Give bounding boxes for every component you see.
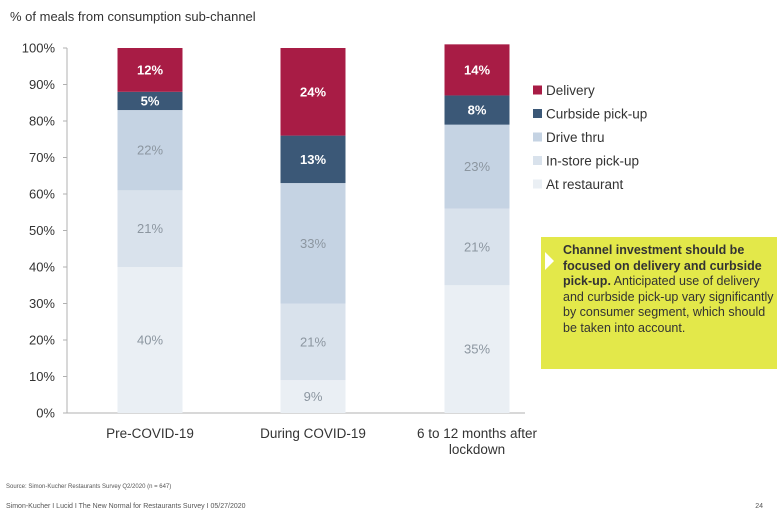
bar-segment-delivery [280, 48, 346, 136]
data-label: 21% [137, 221, 163, 236]
source-note: Source: Simon-Kucher Restaurants Survey … [6, 484, 172, 490]
page-number: 24 [755, 503, 763, 510]
bar-segment-at-restaurant [117, 267, 183, 413]
data-label: 24% [300, 84, 326, 99]
y-tick-label: 50% [29, 223, 55, 238]
bar-segment-curbside [280, 135, 346, 184]
data-label: 13% [300, 152, 326, 167]
data-label: 33% [300, 236, 326, 251]
callout-text: Channel investment should be focused on … [563, 243, 775, 336]
bar-segment-in-store [117, 190, 183, 267]
data-label: 21% [300, 334, 326, 349]
data-label: 12% [137, 62, 163, 77]
y-tick-label: 90% [29, 77, 55, 92]
y-tick-label: 40% [29, 260, 55, 275]
y-tick-label: 80% [29, 114, 55, 129]
callout-box [541, 237, 777, 369]
y-tick-label: 60% [29, 187, 55, 202]
bar-segment-drive-thru [280, 183, 346, 304]
bar-segment-at-restaurant [444, 285, 510, 413]
bar-segment-drive-thru [444, 124, 510, 209]
legend-label: Curbside pick-up [546, 107, 647, 122]
callout-body-text: Anticipated use of delivery and curbside… [563, 274, 774, 335]
data-label: 14% [464, 62, 490, 77]
legend-label: In-store pick-up [546, 154, 639, 169]
legend-label: Delivery [546, 83, 595, 98]
legend-swatch-drive-thru [533, 132, 542, 142]
legend-label: At restaurant [546, 177, 624, 192]
bar-segment-drive-thru [117, 110, 183, 191]
x-tick-label: 6 to 12 months after [417, 426, 538, 441]
x-tick-label: During COVID-19 [260, 426, 366, 441]
data-label: 21% [464, 239, 490, 254]
bar-segment-curbside [117, 91, 183, 111]
bar-segment-delivery [117, 48, 183, 92]
callout-arrow-icon [545, 252, 554, 270]
data-label: 9% [304, 389, 323, 404]
data-label: 40% [137, 333, 163, 348]
y-tick-label: 70% [29, 150, 55, 165]
bar-segment-at-restaurant [280, 380, 346, 413]
y-tick-label: 100% [22, 41, 56, 56]
data-label: 8% [468, 103, 487, 118]
data-label: 35% [464, 342, 490, 357]
chart-subtitle: % of meals from consumption sub-channel [10, 9, 256, 24]
footer-text: Simon-Kucher I Lucid I The New Normal fo… [6, 503, 246, 510]
data-label: 23% [464, 159, 490, 174]
legend-swatch-at-restaurant [533, 179, 542, 189]
data-label: 22% [137, 143, 163, 158]
bar-segment-delivery [444, 44, 510, 96]
y-tick-label: 10% [29, 369, 55, 384]
y-tick-label: 20% [29, 333, 55, 348]
x-tick-label: lockdown [449, 442, 505, 457]
x-tick-label: Pre-COVID-19 [106, 426, 194, 441]
callout-bold-text: Channel investment should be focused on … [563, 243, 762, 288]
bar-segment-in-store [444, 208, 510, 286]
legend-swatch-curbside [533, 109, 542, 118]
legend-swatch-in-store [533, 156, 542, 165]
y-tick-label: 30% [29, 296, 55, 311]
y-tick-label: 0% [36, 406, 55, 421]
data-label: 5% [141, 93, 160, 108]
legend-swatch-delivery [533, 85, 542, 95]
bar-segment-curbside [444, 95, 510, 125]
bar-segment-in-store [280, 303, 346, 381]
legend-label: Drive thru [546, 130, 605, 145]
